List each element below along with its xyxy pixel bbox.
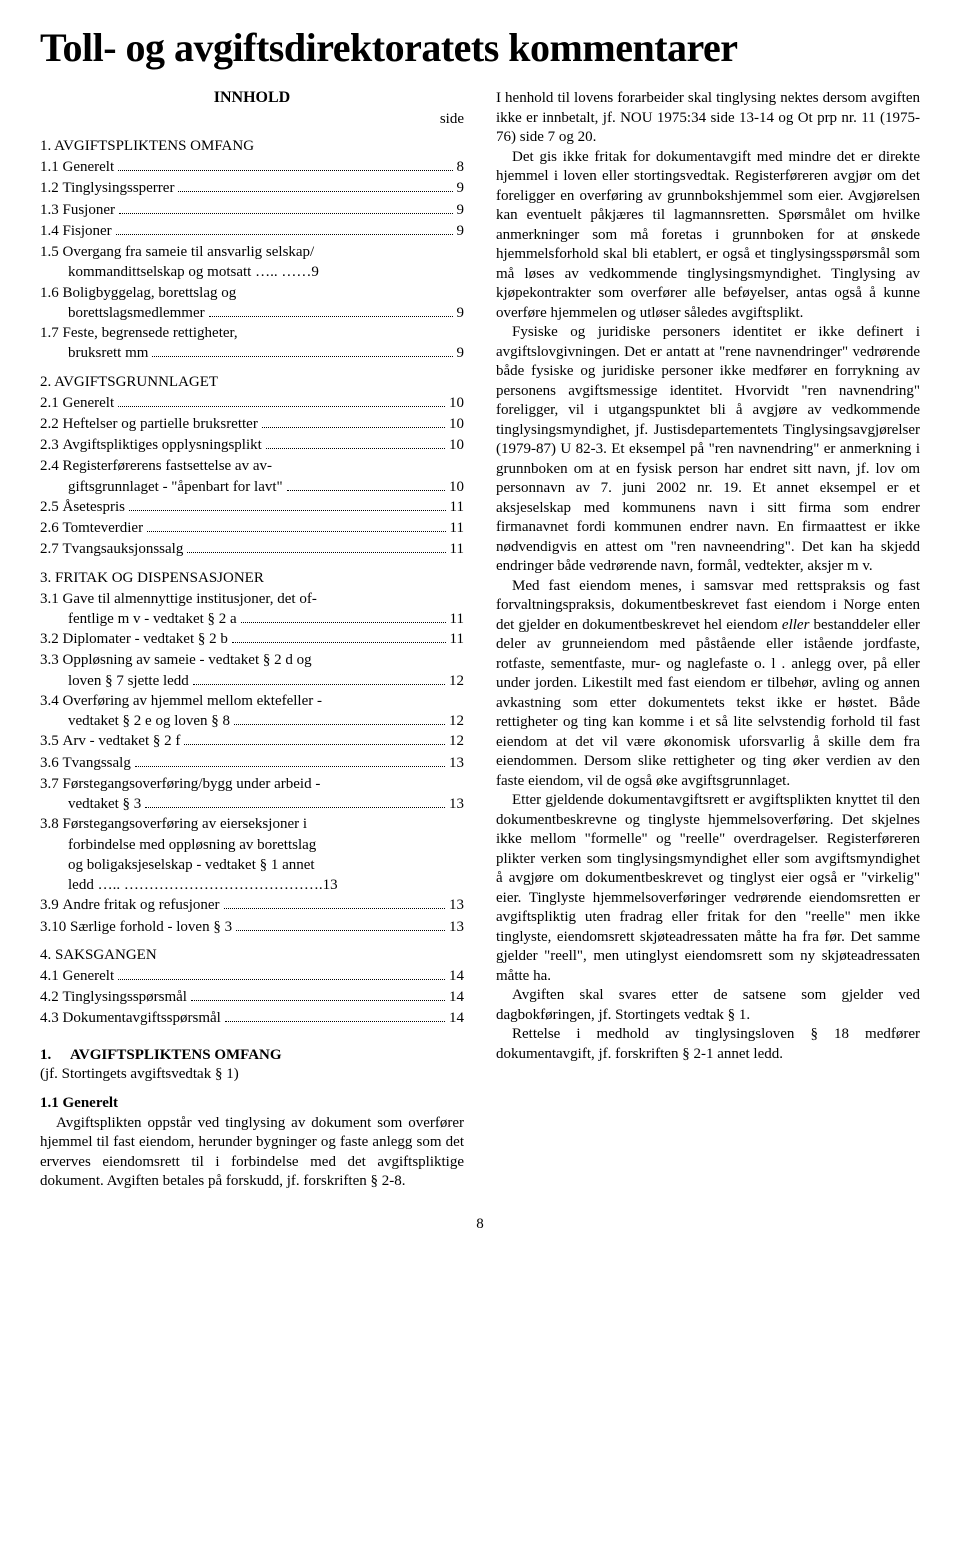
toc-item: 3.5 Arv - vedtaket § 2 f12 bbox=[40, 731, 464, 751]
toc-item: 4.1 Generelt14 bbox=[40, 966, 464, 986]
toc-item: 2.1 Generelt10 bbox=[40, 393, 464, 413]
right-column: I henhold til lovens forarbeider skal ti… bbox=[496, 89, 920, 1192]
body-paragraph: Fysiske og juridiske personers identitet… bbox=[496, 323, 920, 577]
body-paragraph: Rettelse i medhold av tinglysingsloven §… bbox=[496, 1025, 920, 1064]
left-column: INNHOLD side 1. AVGIFTSPLIKTENS OMFANG 1… bbox=[40, 89, 464, 1192]
toc-section-3: 3. FRITAK OG DISPENSASJONER bbox=[40, 570, 464, 587]
toc-item: 1.6 Boligbyggelag, borettslag og boretts… bbox=[40, 283, 464, 324]
toc-item: 1.2 Tinglysingssperrer9 bbox=[40, 178, 464, 198]
toc-item: 3.2 Diplomater - vedtaket § 2 b11 bbox=[40, 629, 464, 649]
body-paragraph: Med fast eiendom menes, i samsvar med re… bbox=[496, 577, 920, 792]
section-1-heading: 1. AVGIFTSPLIKTENS OMFANG bbox=[40, 1047, 464, 1064]
toc-item: 3.1 Gave til almennyttige institusjoner,… bbox=[40, 589, 464, 630]
page-title: Toll- og avgiftsdirektoratets kommentare… bbox=[40, 24, 920, 71]
toc-item: 1.7 Feste, begrensede rettigheter, bruks… bbox=[40, 323, 464, 364]
toc-item: 2.3 Avgiftspliktiges opplysningsplikt10 bbox=[40, 435, 464, 455]
toc-section-1: 1. AVGIFTSPLIKTENS OMFANG bbox=[40, 138, 464, 155]
section-num: 1. bbox=[40, 1047, 51, 1063]
toc-section-2: 2. AVGIFTSGRUNNLAGET bbox=[40, 374, 464, 391]
toc-item: 2.7 Tvangsauksjonssalg11 bbox=[40, 539, 464, 559]
body-paragraph: Etter gjeldende dokumentavgiftsrett er a… bbox=[496, 791, 920, 986]
toc-item: 3.9 Andre fritak og refusjoner13 bbox=[40, 895, 464, 915]
toc-item: 1.5 Overgang fra sameie til ansvarlig se… bbox=[40, 242, 464, 283]
body-paragraph: Avgiftsplikten oppstår ved tinglysing av… bbox=[40, 1114, 464, 1192]
toc-item: 3.8 Førstegangsoverføring av eierseksjon… bbox=[40, 814, 464, 895]
section-text: AVGIFTSPLIKTENS OMFANG bbox=[70, 1047, 282, 1063]
toc-item: 3.4 Overføring av hjemmel mellom ektefel… bbox=[40, 691, 464, 732]
toc-item: 3.6 Tvangssalg13 bbox=[40, 753, 464, 773]
section-1-sub: (jf. Stortingets avgiftsvedtak § 1) bbox=[40, 1066, 464, 1083]
body-paragraph: I henhold til lovens forarbeider skal ti… bbox=[496, 89, 920, 148]
toc-item: 4.2 Tinglysingsspørsmål14 bbox=[40, 987, 464, 1007]
toc-item: 1.4 Fisjoner9 bbox=[40, 221, 464, 241]
toc-item: 2.2 Heftelser og partielle bruksretter10 bbox=[40, 414, 464, 434]
toc-item: 4.3 Dokumentavgiftsspørsmål14 bbox=[40, 1008, 464, 1028]
toc-item: 1.3 Fusjoner9 bbox=[40, 200, 464, 220]
toc-item: 2.6 Tomteverdier11 bbox=[40, 518, 464, 538]
toc-item: 3.3 Oppløsning av sameie - vedtaket § 2 … bbox=[40, 650, 464, 691]
toc-item: 3.10 Særlige forhold - loven § 313 bbox=[40, 917, 464, 937]
body-paragraph: Avgiften skal svares etter de satsene so… bbox=[496, 986, 920, 1025]
two-column-layout: INNHOLD side 1. AVGIFTSPLIKTENS OMFANG 1… bbox=[40, 89, 920, 1192]
toc-side-label: side bbox=[40, 111, 464, 128]
toc-item: 2.5 Åsetespris11 bbox=[40, 497, 464, 517]
toc-item: 2.4 Registerførerens fastsettelse av av-… bbox=[40, 456, 464, 497]
toc-item: 3.7 Førstegangsoverføring/bygg under arb… bbox=[40, 774, 464, 815]
page-number: 8 bbox=[40, 1216, 920, 1233]
toc-item: 1.1 Generelt8 bbox=[40, 157, 464, 177]
subheading-1-1: 1.1 Generelt bbox=[40, 1095, 464, 1112]
toc-section-4: 4. SAKSGANGEN bbox=[40, 947, 464, 964]
toc-heading: INNHOLD bbox=[40, 89, 464, 107]
body-paragraph: Det gis ikke fritak for dokumentavgift m… bbox=[496, 148, 920, 324]
